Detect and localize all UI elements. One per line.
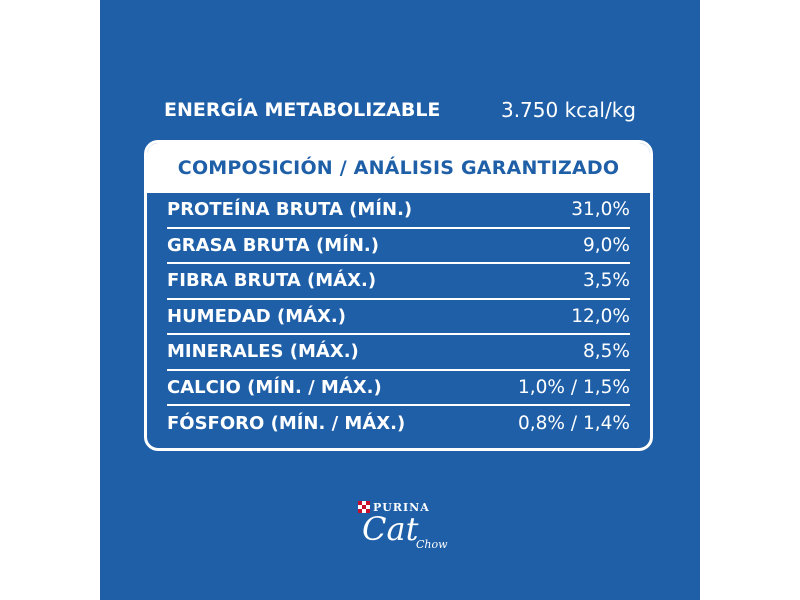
cat-brand-text: Cat [362,510,419,548]
row-value: 8,5% [583,341,630,363]
purina-band: PURINA [358,500,458,514]
table-row: PROTEÍNA BRUTA (MÍN.) 31,0% [167,193,630,229]
composition-table: COMPOSICIÓN / ANÁLISIS GARANTIZADO PROTE… [144,140,653,451]
table-rows: PROTEÍNA BRUTA (MÍN.) 31,0% GRASA BRUTA … [147,193,650,442]
row-label: FÓSFORO (MÍN. / MÁX.) [167,413,406,435]
nutrition-panel: ENERGÍA METABOLIZABLE 3.750 kcal/kg COMP… [100,0,700,600]
row-value: 9,0% [583,234,630,256]
row-label: MINERALES (MÁX.) [167,341,359,363]
purina-cat-chow-logo: PURINA Cat Chow [358,500,458,560]
row-value: 12,0% [571,305,630,327]
row-value: 31,0% [571,199,630,221]
row-label: FIBRA BRUTA (MÁX.) [167,270,377,292]
chow-brand-text: Chow [416,538,448,551]
row-value: 3,5% [583,270,630,292]
row-value: 1,0% / 1,5% [518,376,630,398]
table-row: FIBRA BRUTA (MÁX.) 3,5% [167,264,630,300]
table-header: COMPOSICIÓN / ANÁLISIS GARANTIZADO [147,143,650,193]
energy-row: ENERGÍA METABOLIZABLE 3.750 kcal/kg [164,96,636,124]
row-label: PROTEÍNA BRUTA (MÍN.) [167,199,413,221]
energy-label: ENERGÍA METABOLIZABLE [164,99,441,121]
table-row: CALCIO (MÍN. / MÁX.) 1,0% / 1,5% [167,371,630,406]
table-row: HUMEDAD (MÁX.) 12,0% [167,300,630,335]
row-label: CALCIO (MÍN. / MÁX.) [167,376,382,398]
energy-value: 3.750 kcal/kg [500,98,636,122]
table-row: FÓSFORO (MÍN. / MÁX.) 0,8% / 1,4% [167,406,630,442]
row-value: 0,8% / 1,4% [518,413,630,435]
table-row: GRASA BRUTA (MÍN.) 9,0% [167,229,630,264]
row-label: GRASA BRUTA (MÍN.) [167,234,379,256]
purina-brand-text: PURINA [373,500,430,514]
row-label: HUMEDAD (MÁX.) [167,305,346,327]
table-row: MINERALES (MÁX.) 8,5% [167,335,630,371]
checkerboard-icon [358,501,370,513]
